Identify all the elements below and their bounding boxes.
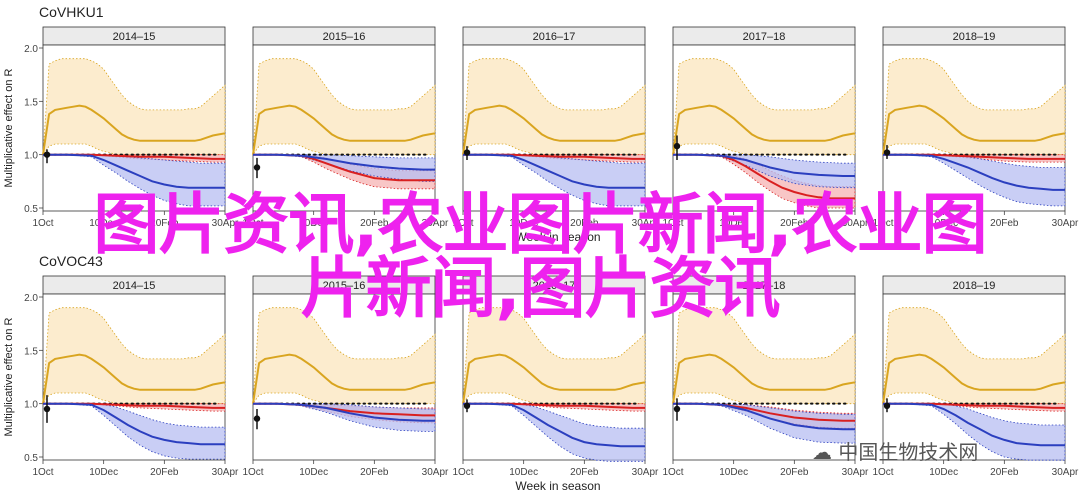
watermark-text: 中国生物技术网 [838,440,978,464]
x-tick-label: 10Dec [299,467,328,478]
point-estimate [44,406,50,412]
point-estimate [884,149,890,155]
x-tick-label: 30Apr [212,467,239,478]
point-estimate [674,406,680,412]
x-axis-label: Week in season [515,479,600,493]
point-estimate [254,415,260,421]
overlay-text-line-2: 片新闻,图片资讯 [0,256,1080,322]
x-tick-label: 30Apr [1052,467,1079,478]
watermark: ☁ 中国生物技术网 [812,436,978,465]
chart-title: CoVHKU1 [39,4,104,20]
x-tick-label: 10Dec [929,467,958,478]
y-tick-label: 1.5 [24,346,38,357]
point-estimate [464,403,470,409]
facet-label: 2015–16 [323,31,366,43]
x-tick-label: 1Oct [662,467,683,478]
x-tick-label: 10Dec [509,467,538,478]
x-tick-label: 30Apr [632,467,659,478]
x-tick-label: 10Dec [719,467,748,478]
x-tick-label: 20Feb [990,467,1019,478]
point-estimate [254,164,260,170]
overlay-text-line-1: 图片资讯,农业图片新闻,农业图 [0,192,1080,258]
facet-label: 2016–17 [533,31,576,43]
x-tick-label: 20Feb [570,467,599,478]
y-tick-label: 0.5 [24,453,38,464]
x-tick-label: 1Oct [32,467,53,478]
y-tick-label: 1.0 [24,400,38,411]
facet-label: 2017–18 [743,31,786,43]
x-tick-label: 20Feb [780,467,809,478]
x-tick-label: 20Feb [150,467,179,478]
x-tick-label: 20Feb [360,467,389,478]
y-axis-label: Multiplicative effect on R [3,317,15,436]
y-axis-label: Multiplicative effect on R [3,68,15,187]
facet-label: 2014–15 [113,31,156,43]
x-tick-label: 1Oct [872,467,893,478]
x-tick-label: 10Dec [89,467,118,478]
y-tick-label: 2.0 [24,44,38,55]
x-tick-label: 30Apr [842,467,869,478]
point-estimate [44,151,50,157]
facet-label: 2018–19 [953,31,996,43]
y-tick-label: 1.0 [24,151,38,162]
wechat-icon: ☁ [812,440,832,464]
point-estimate [674,143,680,149]
point-estimate [464,149,470,155]
x-tick-label: 1Oct [242,467,263,478]
y-tick-label: 1.5 [24,97,38,108]
x-tick-label: 1Oct [452,467,473,478]
x-tick-label: 30Apr [422,467,449,478]
point-estimate [884,403,890,409]
